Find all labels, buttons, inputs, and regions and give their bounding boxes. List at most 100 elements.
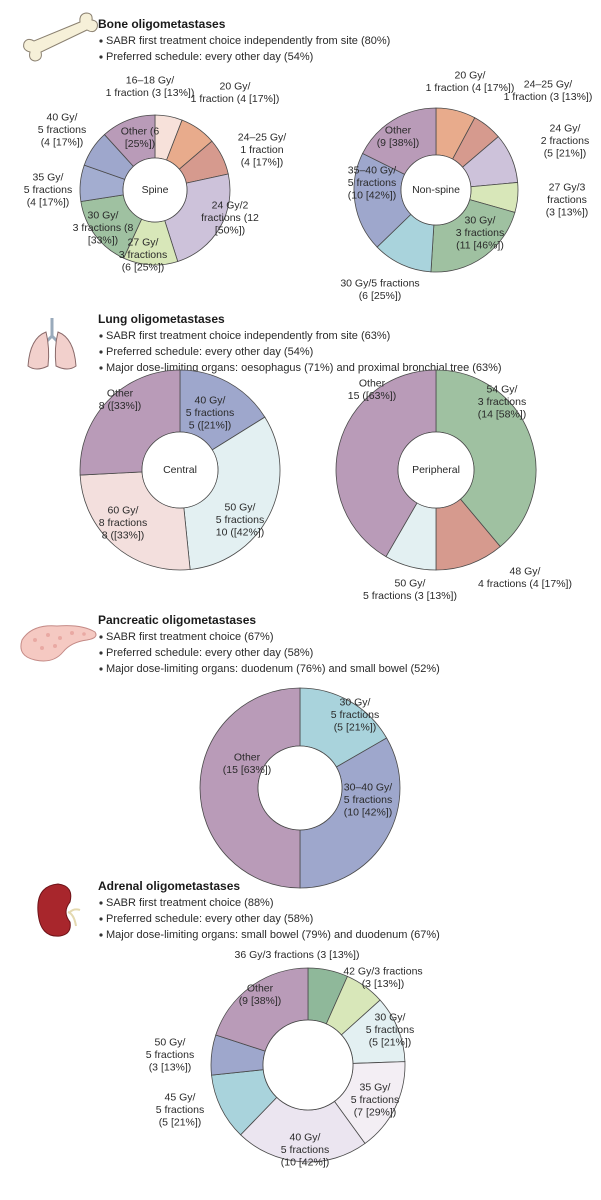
note: Preferred schedule: every other day (54%…: [106, 51, 313, 63]
slice-label: 24–25 Gy/: [524, 79, 573, 91]
slice-label: 2 fractions: [541, 135, 589, 147]
slice-label: 36 Gy/3 fractions (3 [13%]): [235, 949, 360, 961]
slice-label: 24 Gy/: [550, 122, 581, 134]
slice-label: Other: [107, 388, 134, 400]
slice-label: 15 ([63%]): [348, 390, 396, 402]
slice-label: 5 fractions: [344, 794, 392, 806]
lung-icon: [27, 318, 77, 370]
slice-label: 35 Gy/: [360, 1081, 391, 1093]
note: Major dose-limiting organs: duodenum (76…: [106, 663, 440, 675]
slice-label: 50 Gy/: [395, 578, 426, 590]
slice-label: 35 Gy/: [33, 171, 64, 183]
slice-label: 30 Gy/: [88, 209, 119, 221]
bullet: [99, 635, 103, 639]
slice-label: 5 fractions: [38, 124, 86, 136]
bullet: [99, 39, 103, 43]
slice-label: [50%]): [215, 224, 245, 236]
bullet: [99, 350, 103, 354]
slice-label: (7 [29%]): [354, 1106, 397, 1118]
slice-label: 35–40 Gy/: [348, 164, 397, 176]
slice-label: 60 Gy/: [108, 504, 139, 516]
slice-label: 1 fraction: [240, 144, 283, 156]
slice-label: 8 ([33%]): [102, 529, 145, 541]
slice-label: (3 [13%]): [362, 978, 405, 990]
slice-label: (5 [21%]): [369, 1036, 412, 1048]
bullet: [99, 55, 103, 59]
bone-icon: [23, 12, 98, 62]
slice-label: Other: [385, 125, 412, 137]
note: SABR first treatment choice (67%): [106, 631, 274, 643]
slice-label: 30 Gy/5 fractions: [340, 278, 419, 290]
donut-hole: [141, 431, 219, 509]
slice-label: 10 ([42%]): [216, 526, 264, 538]
section-title: Adrenal oligometastases: [98, 879, 240, 893]
slice-label: [25%]): [125, 138, 155, 150]
donut-hole: [122, 157, 188, 223]
slice-label: (10 [42%]): [348, 189, 396, 201]
bullet: [99, 334, 103, 338]
slice-label: Other: [234, 752, 261, 764]
bullet: [99, 901, 103, 905]
slice-label: (15 [63%]): [223, 764, 271, 776]
slice-label: 5 fractions: [146, 1049, 194, 1061]
slice-label: (4 [17%]): [27, 196, 70, 208]
bullet: [99, 651, 103, 655]
center-label: Spine: [142, 184, 169, 196]
slice-label: 5 fractions: [366, 1024, 414, 1036]
slice-label: fractions (12: [201, 212, 259, 224]
note: SABR first treatment choice independentl…: [106, 330, 390, 342]
slice-label: (10 [42%]): [344, 806, 392, 818]
slice-label: 50 Gy/: [155, 1036, 186, 1048]
slice-label: 5 ([21%]): [189, 419, 232, 431]
slice-label: 5 fractions: [351, 1094, 399, 1106]
slice-label: 42 Gy/3 fractions: [343, 966, 422, 978]
slice-label: 30 Gy/: [465, 214, 496, 226]
note: Preferred schedule: every other day (58%…: [106, 913, 313, 925]
slice-label: 45 Gy/: [165, 1091, 196, 1103]
slice-label: 3 fractions: [478, 396, 526, 408]
donut-hole: [262, 1019, 354, 1111]
slice-label: 5 fractions: [331, 709, 379, 721]
slice-label: 5 fractions: [24, 184, 72, 196]
slice-label: 5 fractions: [186, 407, 234, 419]
center-label: Peripheral: [412, 464, 460, 476]
bullet: [99, 366, 103, 370]
slice-label: 20 Gy/: [220, 81, 251, 93]
slice-label: 5 fractions (3 [13%]): [363, 590, 457, 602]
slice-label: Other: [247, 983, 274, 995]
slice-label: Other (6: [121, 126, 160, 138]
slice-label: 8 ([33%]): [99, 400, 142, 412]
slice-label: (9 [38%]): [239, 995, 282, 1007]
slice-label: (3 [13%]): [546, 206, 589, 218]
note: Preferred schedule: every other day (54%…: [106, 346, 313, 358]
bullet: [99, 933, 103, 937]
slice-label: 3 fractions: [456, 227, 504, 239]
slice-label: 27 Gy/3: [549, 181, 586, 193]
slice-label: 1 fraction (3 [13%]): [504, 91, 593, 103]
center-label: Central: [163, 464, 197, 476]
slice-label: 1 fraction (4 [17%]): [191, 93, 280, 105]
note: SABR first treatment choice (88%): [106, 897, 274, 909]
slice-label: (9 [38%]): [377, 137, 420, 149]
slice-label: (5 [21%]): [334, 721, 377, 733]
slice-label: 3 fractions (8: [73, 222, 134, 234]
slice-label: 40 Gy/: [195, 394, 226, 406]
note: SABR first treatment choice independentl…: [106, 35, 390, 47]
slice-label: 40 Gy/: [290, 1131, 321, 1143]
slice-label: Other: [359, 378, 386, 390]
slice-label: 50 Gy/: [225, 501, 256, 513]
bullet: [99, 917, 103, 921]
slice-label: 1 fraction (4 [17%]): [426, 82, 515, 94]
slice-label: (11 [46%]): [456, 239, 504, 251]
donut-hole: [400, 154, 472, 226]
donut-hole: [257, 745, 343, 831]
content: Bone oligometastases SABR first treatment…: [24, 17, 593, 1168]
slice-label: 30 Gy/: [340, 696, 371, 708]
slice-label: 8 fractions: [99, 517, 147, 529]
slice-label: 1 fraction (3 [13%]): [106, 87, 195, 99]
note: Major dose-limiting organs: small bowel …: [106, 929, 440, 941]
slice-label: (5 [21%]): [159, 1116, 202, 1128]
